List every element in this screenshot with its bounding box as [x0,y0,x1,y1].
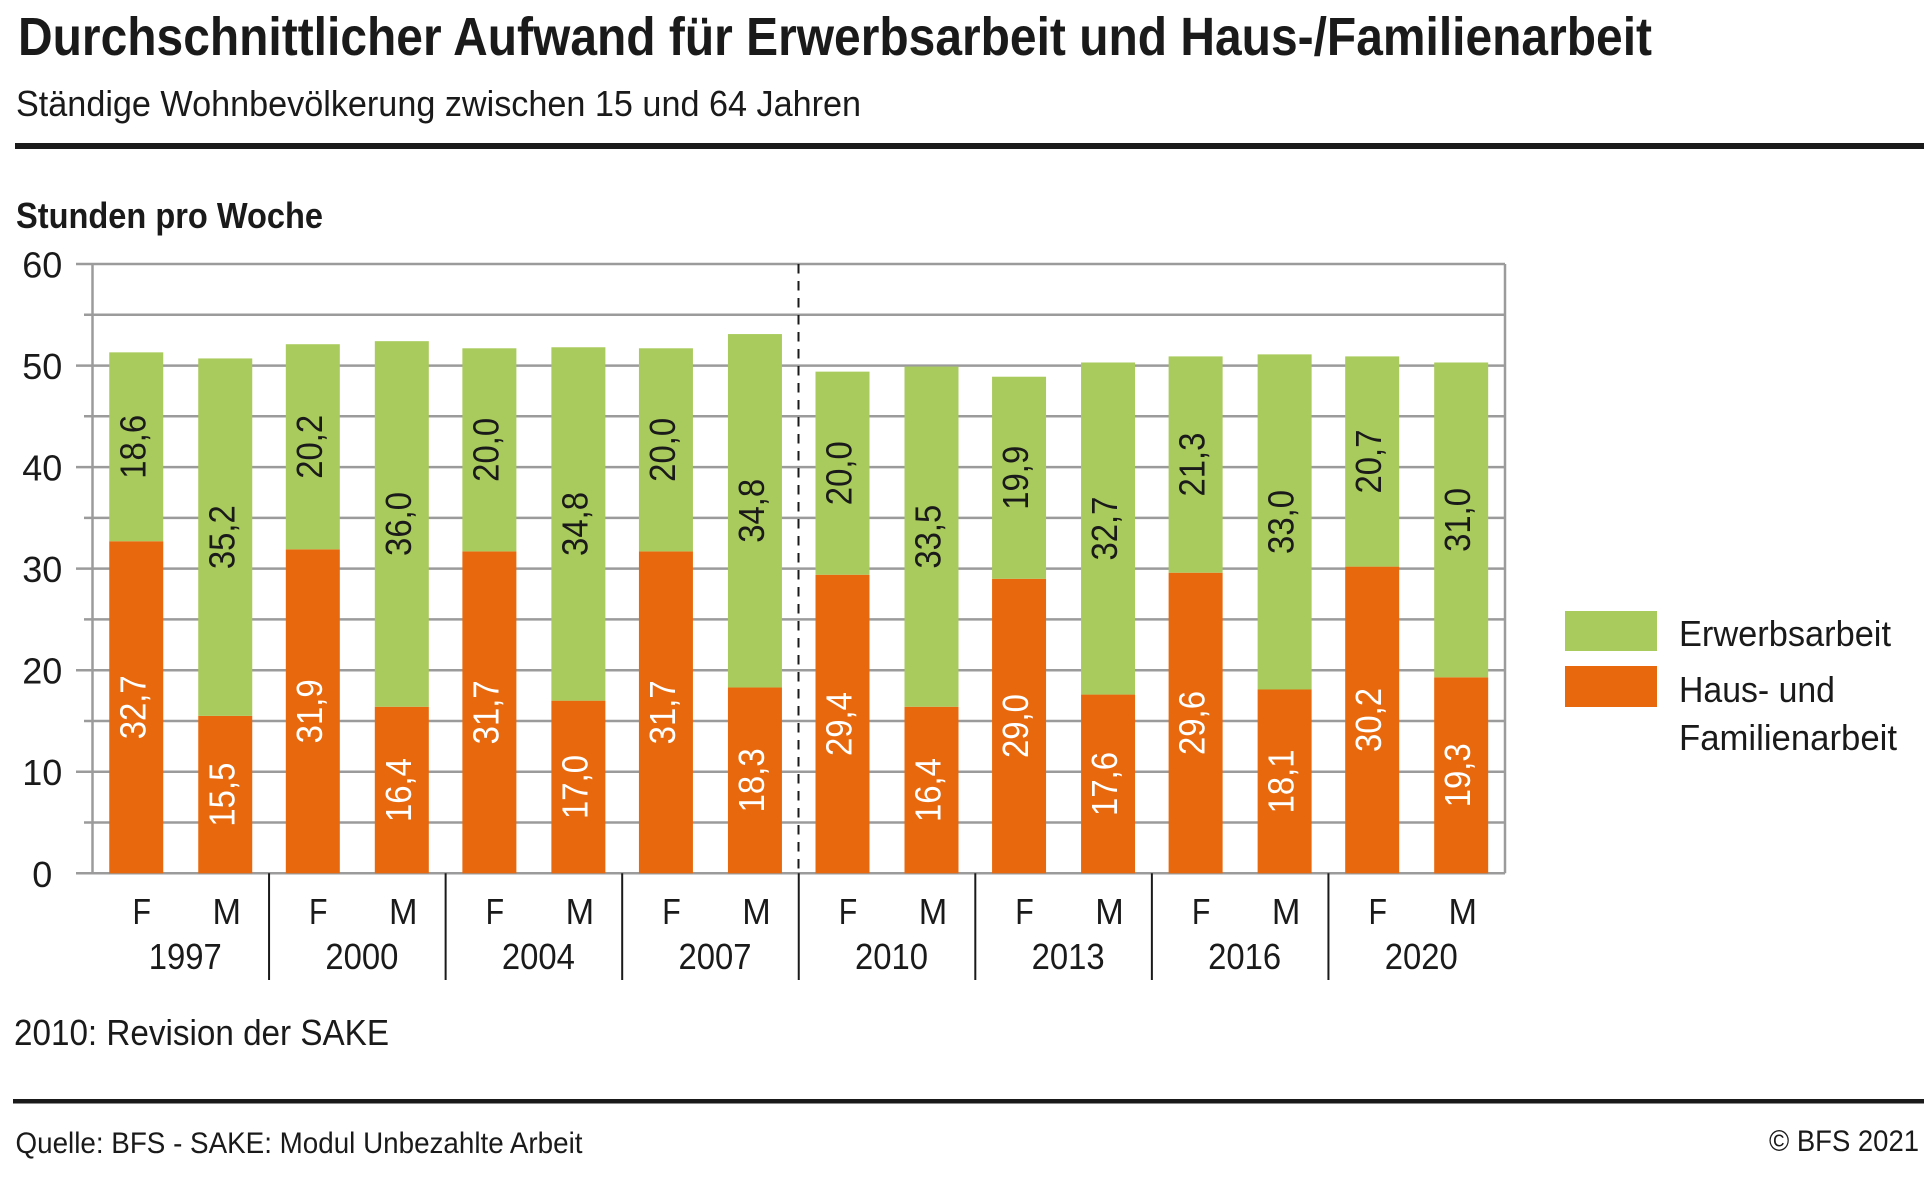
svg-text:2010: Revision der SAKE: 2010: Revision der SAKE [14,1012,389,1053]
svg-text:20,0: 20,0 [819,441,860,505]
svg-text:17,0: 17,0 [554,755,595,819]
svg-text:35,2: 35,2 [201,505,242,569]
svg-text:F: F [309,891,328,932]
svg-text:F: F [839,891,858,932]
svg-text:30,2: 30,2 [1348,688,1389,752]
svg-text:20,0: 20,0 [465,418,506,482]
svg-text:2016: 2016 [1208,936,1281,977]
svg-text:34,8: 34,8 [554,492,595,556]
svg-text:50: 50 [22,346,62,387]
svg-text:2004: 2004 [502,936,575,977]
svg-text:F: F [1368,891,1387,932]
svg-text:F: F [1015,891,1034,932]
svg-text:20,7: 20,7 [1348,430,1389,494]
svg-text:60: 60 [22,245,62,286]
svg-text:M: M [1095,891,1124,932]
svg-text:34,8: 34,8 [731,479,772,543]
svg-text:M: M [1448,891,1477,932]
svg-text:33,5: 33,5 [908,505,949,569]
svg-text:29,6: 29,6 [1172,691,1213,755]
svg-text:40: 40 [22,448,62,489]
svg-text:32,7: 32,7 [1084,497,1125,561]
svg-text:19,9: 19,9 [995,446,1036,510]
svg-text:Ständige Wohnbevölkerung zwisc: Ständige Wohnbevölkerung zwischen 15 und… [16,83,861,124]
svg-text:2020: 2020 [1385,936,1458,977]
svg-text:31,7: 31,7 [642,680,683,744]
svg-text:F: F [1192,891,1211,932]
svg-text:F: F [662,891,681,932]
svg-text:2013: 2013 [1032,936,1105,977]
svg-text:16,4: 16,4 [378,758,419,822]
svg-text:0: 0 [32,854,52,895]
svg-text:M: M [919,891,948,932]
svg-text:2000: 2000 [325,936,398,977]
svg-text:Quelle: BFS - SAKE: Modul Unbe: Quelle: BFS - SAKE: Modul Unbezahlte Arb… [16,1127,584,1160]
svg-text:F: F [486,891,505,932]
svg-text:30: 30 [22,549,62,590]
svg-text:33,0: 33,0 [1261,490,1302,554]
svg-text:© BFS 2021: © BFS 2021 [1769,1125,1919,1158]
svg-text:20: 20 [22,651,62,692]
svg-text:16,4: 16,4 [908,758,949,822]
svg-text:29,4: 29,4 [819,692,860,756]
svg-text:21,3: 21,3 [1172,433,1213,497]
svg-text:19,3: 19,3 [1437,743,1478,807]
svg-text:Erwerbsarbeit: Erwerbsarbeit [1679,613,1891,654]
svg-text:M: M [1272,891,1301,932]
svg-text:M: M [566,891,595,932]
svg-text:Durchschnittlicher Aufwand für: Durchschnittlicher Aufwand für Erwerbsar… [18,7,1652,67]
svg-text:32,7: 32,7 [112,675,153,739]
svg-text:F: F [133,891,152,932]
svg-text:M: M [742,891,771,932]
svg-text:31,7: 31,7 [465,680,506,744]
svg-text:18,1: 18,1 [1261,749,1302,813]
svg-text:36,0: 36,0 [378,492,419,556]
svg-text:Familienarbeit: Familienarbeit [1679,717,1897,758]
svg-text:2007: 2007 [678,936,751,977]
svg-text:20,0: 20,0 [642,418,683,482]
svg-text:15,5: 15,5 [201,763,242,827]
svg-text:31,0: 31,0 [1437,488,1478,552]
svg-text:29,0: 29,0 [995,694,1036,758]
svg-text:1997: 1997 [149,936,222,977]
svg-text:20,2: 20,2 [289,415,330,479]
svg-text:17,6: 17,6 [1084,752,1125,816]
svg-text:M: M [213,891,242,932]
svg-text:18,6: 18,6 [112,415,153,479]
svg-text:Stunden pro Woche: Stunden pro Woche [16,195,323,236]
svg-text:18,3: 18,3 [731,748,772,812]
svg-text:Haus- und: Haus- und [1679,669,1835,710]
svg-text:31,9: 31,9 [289,679,330,743]
svg-text:10: 10 [22,752,62,793]
svg-text:M: M [389,891,418,932]
svg-text:2010: 2010 [855,936,928,977]
